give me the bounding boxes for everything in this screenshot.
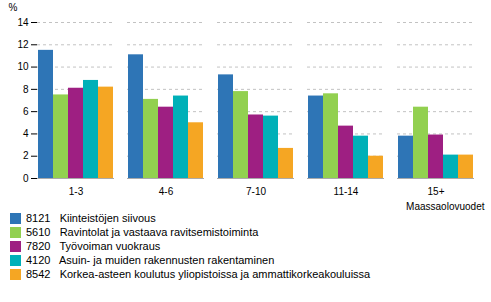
svg-text:12: 12 <box>17 39 29 50</box>
svg-text:4: 4 <box>23 128 29 139</box>
svg-text:4-6: 4-6 <box>159 186 174 197</box>
svg-text:0: 0 <box>23 173 29 184</box>
svg-text:2: 2 <box>23 150 29 161</box>
html-text:8542 Korkea-asteen koulutus yl: 8542 Korkea-asteen koulutus yliopistoiss… <box>26 268 371 280</box>
svg-text:8: 8 <box>23 84 29 95</box>
svg-text:11-14: 11-14 <box>334 186 359 197</box>
svg-text:%: % <box>9 2 18 13</box>
html-text:8121 Kiinteistöjen siivous: 8121 Kiinteistöjen siivous <box>26 212 156 224</box>
svg-text:6: 6 <box>23 106 29 117</box>
svg-text:10: 10 <box>17 61 29 72</box>
svg-text:Maassaolovuodet: Maassaolovuodet <box>406 201 485 212</box>
svg-text:1-3: 1-3 <box>69 186 84 197</box>
svg-text:14: 14 <box>17 17 29 28</box>
svg-text:15+: 15+ <box>428 186 445 197</box>
svg-text:7-10: 7-10 <box>246 186 266 197</box>
html-text:7820 Työvoiman vuokraus: 7820 Työvoiman vuokraus <box>26 240 161 252</box>
html-text:5610 Ravintolat ja vastaava ra: 5610 Ravintolat ja vastaava ravitsemisto… <box>26 226 259 238</box>
html-text:4120 Asuin- ja muiden rakennus: 4120 Asuin- ja muiden rakennusten rakent… <box>26 254 275 266</box>
